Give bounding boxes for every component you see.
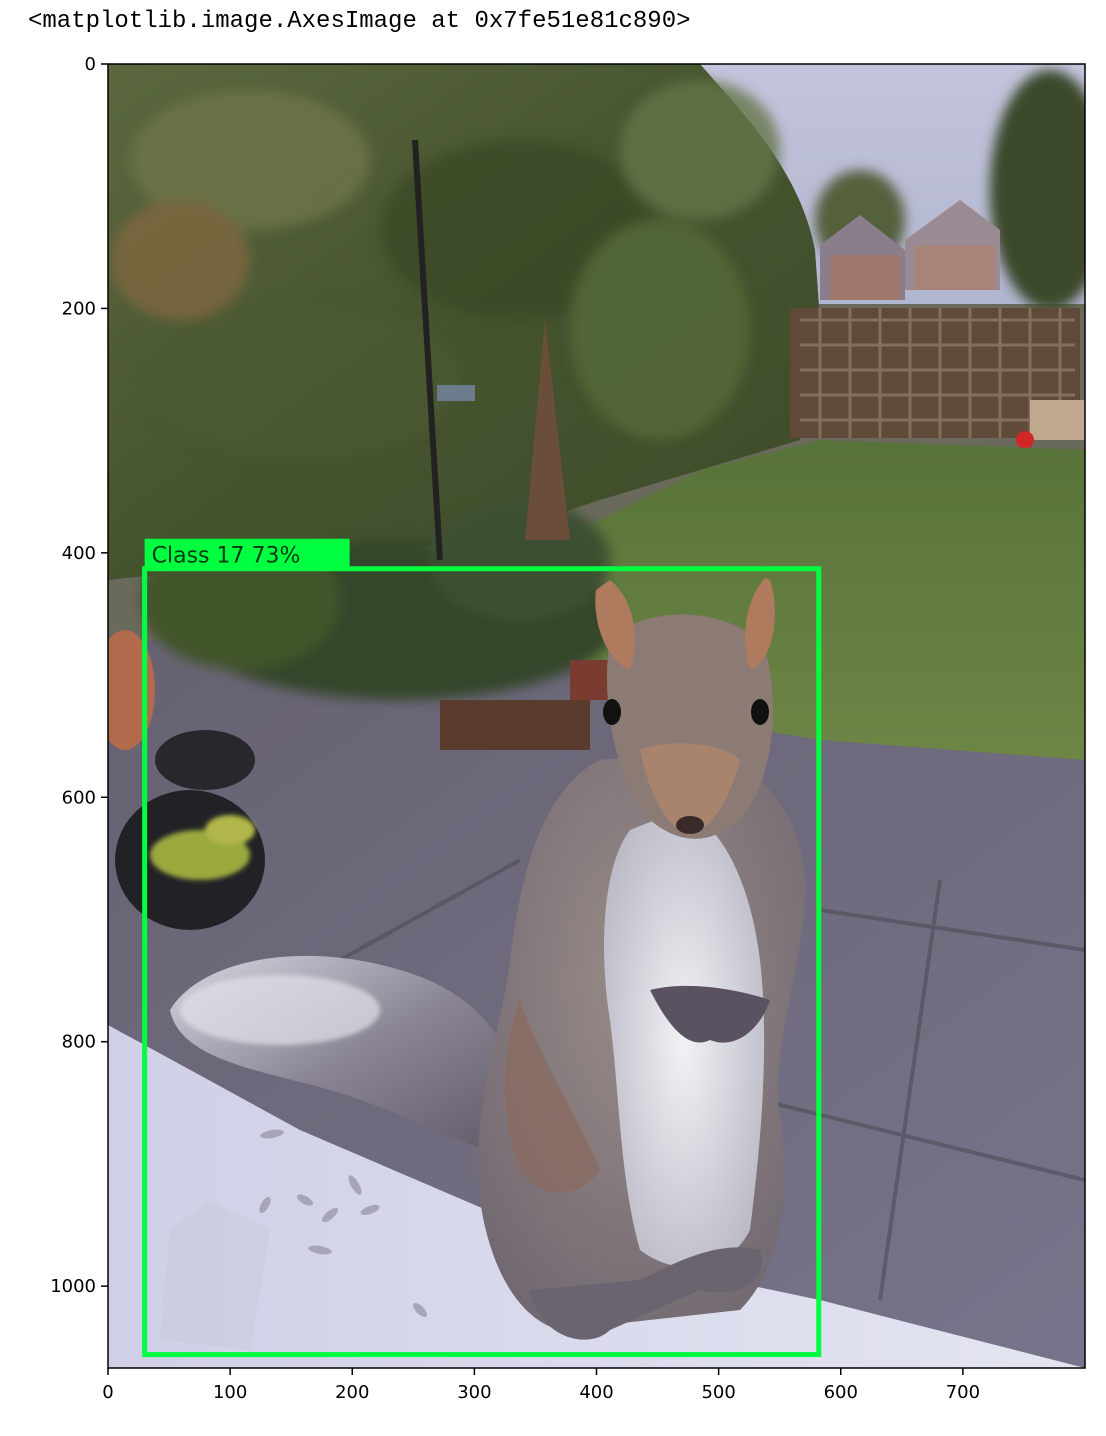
fence [790, 308, 1085, 449]
y-tick-label: 200 [62, 298, 96, 319]
squirrel-photo [108, 64, 1085, 1368]
squirrel-ear-left [595, 580, 635, 670]
detection-label-background [144, 538, 350, 569]
squirrel-face [640, 743, 740, 835]
planter-box [440, 660, 610, 750]
x-tick-label: 600 [824, 1382, 858, 1403]
cell-output-repr: <matplotlib.image.AxesImage at 0x7fe51e8… [28, 8, 691, 35]
squirrel-flank [505, 1000, 600, 1193]
x-tick-label: 700 [946, 1382, 980, 1403]
white-ledge [108, 1025, 1085, 1368]
y-tick-label: 400 [62, 543, 96, 564]
hedge-texture [110, 80, 780, 460]
detection-label: Class 17 73% [152, 544, 301, 569]
squirrel-paws [650, 985, 770, 1043]
x-tick-label: 200 [335, 1382, 369, 1403]
squirrel [170, 578, 806, 1340]
squirrel-ear-right [745, 578, 775, 670]
detection-bounding-box [142, 566, 822, 1358]
x-tick-label: 100 [213, 1382, 247, 1403]
x-tick-label: 300 [457, 1382, 491, 1403]
squirrel-nose [676, 816, 704, 834]
paving-joints [339, 858, 1085, 1301]
y-axis-ticks: 0 200 400 600 800 1000 [50, 54, 108, 1297]
y-tick-label: 1000 [50, 1276, 96, 1297]
detection-overlay: Class 17 73% [142, 538, 822, 1358]
feeder-poles [412, 139, 570, 561]
x-tick-label: 400 [579, 1382, 613, 1403]
squirrel-eye-right [751, 699, 769, 725]
shrubs [140, 500, 620, 700]
plastic-bag [160, 1200, 270, 1350]
houses [820, 200, 1000, 300]
y-tick-label: 800 [62, 1032, 96, 1053]
y-tick-label: 600 [62, 787, 96, 808]
squirrel-eye-left [603, 699, 621, 725]
x-tick-label: 0 [102, 1382, 113, 1403]
squirrel-belly [604, 810, 765, 1268]
squirrel-feet [530, 1247, 762, 1340]
x-tick-label: 500 [701, 1382, 735, 1403]
y-tick-label: 0 [85, 54, 96, 75]
x-axis-ticks: 0 100 200 300 400 500 600 700 [102, 1368, 980, 1403]
sunflower-seeds [259, 1129, 427, 1317]
